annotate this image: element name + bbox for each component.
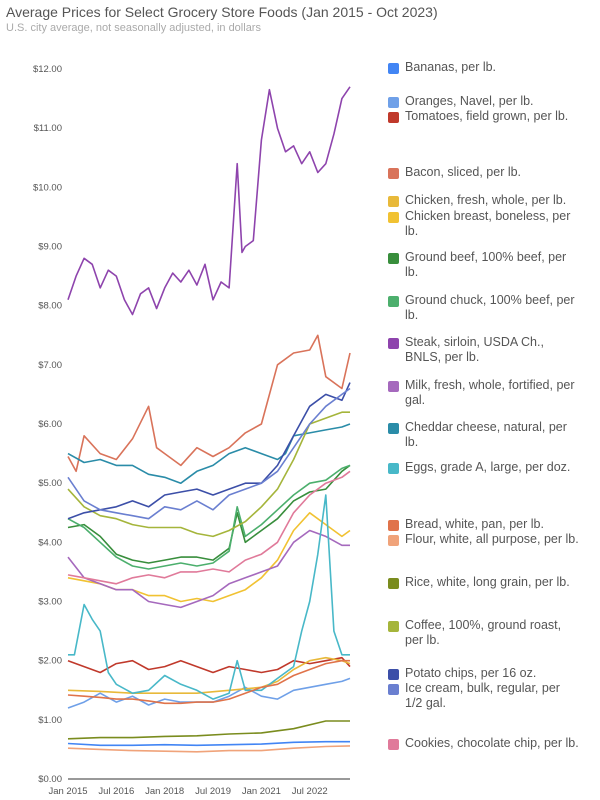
chart-subtitle: U.S. city average, not seasonally adjust… xyxy=(6,22,261,34)
x-axis: Jan 2015 Jul 2016 Jan 2018 Jul 2019 Jan 2021… xyxy=(48,786,327,797)
y-tick-label: $4.00 xyxy=(38,537,62,548)
x-tick-label: Jan 2018 xyxy=(145,786,184,797)
legend-swatch xyxy=(388,338,399,349)
legend-label: Chicken, fresh, whole, per lb. xyxy=(405,193,567,207)
y-tick-label: $0.00 xyxy=(38,774,62,785)
legend-swatch xyxy=(388,196,399,207)
series-line xyxy=(67,464,351,570)
legend-swatch xyxy=(388,381,399,392)
legend-label: Cheddar cheese, natural, per lb. xyxy=(405,420,567,449)
legend-swatch xyxy=(388,535,399,546)
series-line xyxy=(67,720,350,740)
x-tick-label: Jan 2021 xyxy=(242,786,281,797)
legend-swatch xyxy=(388,520,399,531)
legend-swatch xyxy=(388,739,399,750)
series-line xyxy=(67,411,350,538)
legend-swatch xyxy=(388,63,399,74)
legend-swatch xyxy=(388,684,399,695)
series-line xyxy=(67,464,351,564)
y-tick-label: $9.00 xyxy=(38,242,62,253)
y-tick-label: $8.00 xyxy=(38,301,62,312)
series-line xyxy=(67,740,350,747)
y-tick-label: $10.00 xyxy=(33,182,62,193)
legend-label: Tomatoes, field grown, per lb. xyxy=(405,109,569,123)
y-tick-label: $12.00 xyxy=(33,64,62,75)
legend-label: Steak, sirloin, USDA Ch., BNLS, per lb. xyxy=(405,335,544,364)
series-line xyxy=(67,745,351,753)
legend-swatch xyxy=(388,669,399,680)
legend-label: Ground beef, 100% beef, per lb. xyxy=(405,250,567,279)
legend-swatch xyxy=(388,621,399,632)
legend-label: Coffee, 100%, ground roast, per lb. xyxy=(405,618,562,647)
series-line xyxy=(67,387,351,520)
legend-label: Cookies, chocolate chip, per lb. xyxy=(405,736,579,750)
legend-label: Bread, white, pan, per lb. xyxy=(405,517,544,531)
y-tick-label: $1.00 xyxy=(38,715,62,726)
series-line xyxy=(67,334,351,473)
series-line xyxy=(67,382,351,520)
y-tick-label: $3.00 xyxy=(38,597,62,608)
legend-swatch xyxy=(388,97,399,108)
legend-label: Flour, white, all purpose, per lb. xyxy=(405,532,579,546)
legend-label: Bacon, sliced, per lb. xyxy=(405,165,522,179)
series-line xyxy=(67,86,351,316)
legend-swatch xyxy=(388,423,399,434)
series-line xyxy=(67,659,350,705)
y-tick-label: $6.00 xyxy=(38,419,62,430)
legend-swatch xyxy=(388,253,399,264)
y-axis: $0.00 $1.00 $2.00 $3.00 $4.00 $5.00 $6.00 $7.00… xyxy=(33,64,62,785)
series-line xyxy=(67,423,351,485)
y-tick-label: $7.00 xyxy=(38,360,62,371)
legend-swatch xyxy=(388,212,399,223)
series-line xyxy=(67,656,351,674)
legend-label: Chicken breast, boneless, per lb. xyxy=(405,209,571,238)
legend-swatch xyxy=(388,578,399,589)
legend-label: Eggs, grade A, large, per doz. xyxy=(405,460,571,474)
series-line xyxy=(67,470,351,585)
legend-label: Bananas, per lb. xyxy=(405,60,497,74)
y-tick-label: $11.00 xyxy=(34,123,62,134)
legend-label: Potato chips, per 16 oz. xyxy=(405,666,537,680)
series-lines xyxy=(67,86,351,753)
legend-swatch xyxy=(388,168,399,179)
y-tick-label: $5.00 xyxy=(38,478,62,489)
legend-label: Ground chuck, 100% beef, per lb. xyxy=(405,293,575,322)
legend-label: Rice, white, long grain, per lb. xyxy=(405,575,570,589)
legend-swatch xyxy=(388,112,399,123)
chart-title: Average Prices for Select Grocery Store … xyxy=(6,4,438,20)
x-tick-label: Jan 2015 xyxy=(48,786,87,797)
series-line xyxy=(67,677,351,709)
legend-swatch xyxy=(388,463,399,474)
x-tick-label: Jul 2022 xyxy=(292,786,328,797)
series-line xyxy=(68,494,350,700)
legend-label: Milk, fresh, whole, fortified, per gal. xyxy=(405,378,575,407)
legend-label: Ice cream, bulk, regular, per 1/2 gal. xyxy=(405,681,560,710)
x-tick-label: Jul 2016 xyxy=(98,786,134,797)
x-tick-label: Jul 2019 xyxy=(195,786,231,797)
legend-label: Oranges, Navel, per lb. xyxy=(405,94,534,108)
y-tick-label: $2.00 xyxy=(38,656,62,667)
series-line xyxy=(67,529,350,609)
legend-swatch xyxy=(388,296,399,307)
